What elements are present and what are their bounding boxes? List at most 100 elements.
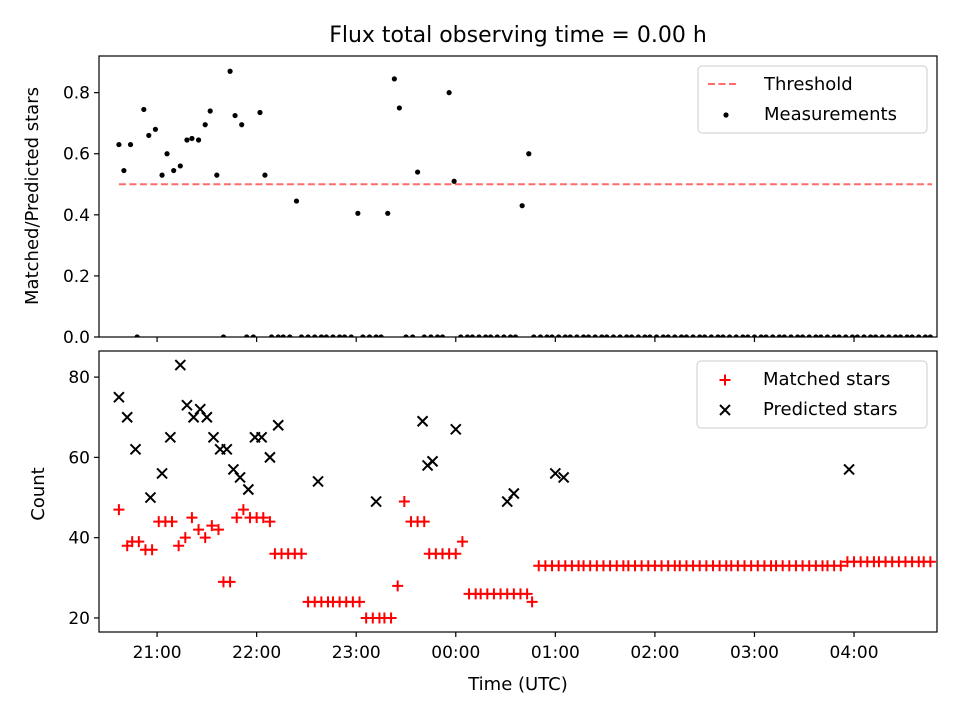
legend-label: Threshold [763,74,853,95]
top-y-tick-label: 0.8 [63,84,90,104]
top-axes-frame [98,55,938,338]
predicted-star-point [264,451,276,464]
measurement-point [330,334,336,337]
top-y-tick-label: 0.2 [63,267,90,287]
measurement-point [262,172,268,178]
matched-star-point [392,580,404,592]
measurement-point [159,172,165,178]
measurement-point [831,334,837,337]
matched-star-point [193,524,205,536]
predicted-star-point [121,411,133,423]
measurement-point [544,334,550,337]
measurement-point [599,334,605,337]
measurement-point [348,334,354,337]
bottom-panel: 20 40 60 80 21:00 22:00 23:00 00:00 01:00 02:00 03… [68,350,938,663]
measurement-point [526,151,532,157]
predicted-star-point [234,471,246,484]
measurement-point [788,334,794,337]
measurement-point [770,334,776,337]
measurement-point [318,334,324,337]
measurement-point [373,334,379,337]
legend-label: Matched stars [763,369,890,390]
measurement-point [653,334,660,337]
measurement-point [531,334,537,337]
bottom-axes-frame [98,350,938,633]
measurement-point [275,334,281,337]
measurement-point [635,334,641,337]
measurement-point [726,334,733,337]
measurement-point [604,334,610,337]
matched-star-point [133,536,145,548]
measurement-point [916,334,922,337]
measurement-point [580,334,587,337]
measurement-point [483,334,489,337]
measurement-point [341,334,348,337]
measurement-point [152,126,159,132]
measurement-point [702,334,708,337]
measurement-point [507,334,514,337]
x-tick-label: 21:00 [133,643,182,663]
matched-star-point [231,512,243,524]
measurement-point [708,334,714,337]
predicted-star-point [557,471,570,484]
measurement-point [678,334,685,337]
predicted-star-point [508,487,520,500]
predicted-star-point [156,467,168,480]
bottom-y-tick-label: 20 [68,609,90,629]
measurement-point [745,334,751,337]
matched-star-point [166,516,178,528]
measurement-point [740,334,746,337]
top-plot-area [116,68,933,337]
matched-star-point [206,520,218,532]
top-y-tick-label: 0.0 [63,328,90,348]
predicted-star-point [426,455,439,468]
bottom-y-axis-label: Count [28,467,49,520]
top-legend: Threshold Measurements [697,65,928,134]
measurement-point [720,334,726,337]
measurement-point [207,108,213,114]
measurement-point [227,68,233,74]
measurement-point [312,334,318,337]
measurement-point [868,334,874,337]
measurement-point [298,334,305,337]
measurement-point [574,334,580,337]
measurement-point [733,334,739,337]
measurement-point [849,334,855,337]
measurement-point [121,167,127,174]
predicted-star-point [113,391,125,403]
measurement-point [836,334,842,337]
matched-star-point [264,516,276,528]
measurement-point [776,334,782,337]
matched-star-point [257,512,269,524]
x-tick-label: 01:00 [531,643,580,663]
measurement-point [280,334,286,337]
predicted-star-point [370,495,382,508]
measurement-point [214,172,220,178]
legend-handle-x [719,404,731,416]
measurement-point [697,334,703,337]
measurement-point [410,334,416,337]
x-axis-label: Time (UTC) [467,674,568,695]
measurement-point [239,122,245,128]
measurement-point [195,137,202,143]
figure-title: Flux total observing time = 0.00 h [329,23,707,48]
bottom-plot-area [113,359,936,624]
measurement-point [446,90,452,96]
measurement-point [415,169,421,175]
matched-star-point [450,548,462,560]
measurement-point [904,334,910,337]
measurement-point [886,334,892,337]
bottom-y-tick-label: 60 [68,448,90,468]
matched-star-point [418,516,430,528]
legend-handle-dot [723,112,729,118]
measurement-point [439,334,446,337]
measurement-point [751,334,758,337]
matched-star-point [199,532,211,544]
measurement-point [843,334,849,337]
measurement-point [897,334,904,337]
measurement-point [220,334,227,337]
measurement-point [177,163,183,169]
predicted-star-point [450,423,462,435]
predicted-star-point [416,415,429,427]
measurement-point [189,135,195,142]
